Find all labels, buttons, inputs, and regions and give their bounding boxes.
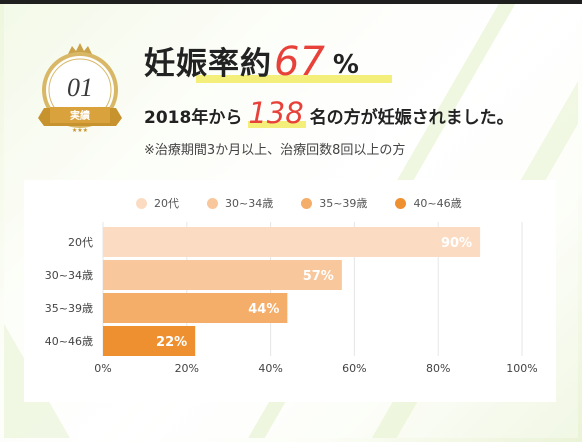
category-label: 20代 bbox=[68, 236, 93, 249]
legend-swatch bbox=[136, 197, 147, 209]
legend-label: 40~46歳 bbox=[413, 197, 462, 210]
legend-label: 30~34歳 bbox=[225, 197, 274, 210]
headline-value: 67 bbox=[274, 39, 325, 85]
subline: 2018年から 138 名の方が妊娠されました。 bbox=[144, 98, 514, 128]
badge-stars: ★★★ bbox=[72, 127, 88, 134]
headline-highlight bbox=[196, 75, 392, 83]
category-label: 35~39歳 bbox=[45, 302, 93, 315]
subline-suffix: 名の方が妊娠されました。 bbox=[309, 108, 514, 128]
x-tick-label: 0% bbox=[94, 362, 111, 375]
x-tick-label: 20% bbox=[175, 362, 199, 375]
legend-item: 40~46歳 bbox=[395, 195, 462, 211]
badge-label: 実績 bbox=[70, 109, 90, 122]
x-tick-label: 80% bbox=[426, 362, 450, 375]
bar-value-label: 57% bbox=[303, 269, 334, 284]
category-label: 40~46歳 bbox=[45, 335, 93, 348]
legend-label: 35~39歳 bbox=[319, 197, 368, 210]
legend-label: 20代 bbox=[154, 197, 179, 210]
headline-unit: % bbox=[332, 50, 359, 80]
subline-count: 138 bbox=[248, 96, 304, 130]
subline-prefix: 2018年から bbox=[144, 108, 243, 128]
legend-item: 20代 bbox=[136, 195, 179, 211]
bar-value-label: 22% bbox=[156, 335, 187, 350]
bar-value-label: 90% bbox=[441, 236, 472, 251]
count-highlight bbox=[248, 121, 306, 128]
x-tick-label: 100% bbox=[506, 362, 537, 375]
chart-panel bbox=[24, 180, 556, 402]
bar-value-label: 44% bbox=[248, 302, 279, 317]
top-border bbox=[0, 0, 582, 4]
category-label: 30~34歳 bbox=[45, 269, 93, 282]
achievement-badge: 01 実績 ★★★ bbox=[38, 43, 122, 134]
legend-swatch bbox=[207, 197, 218, 209]
badge-number: 01 bbox=[67, 73, 93, 102]
headline-prefix: 妊娠率約 bbox=[144, 46, 272, 82]
footnote: ※治療期間3か月以上、治療回数8回以上の方 bbox=[144, 143, 406, 158]
bar bbox=[103, 293, 288, 323]
crown-icon bbox=[68, 43, 92, 54]
legend-swatch bbox=[395, 197, 407, 209]
legend-item: 35~39歳 bbox=[301, 195, 367, 211]
x-tick-label: 40% bbox=[258, 362, 282, 375]
bar bbox=[103, 326, 196, 356]
legend-item: 30~34歳 bbox=[207, 195, 273, 211]
chart-legend: 20代 30~34歳 35~39歳 40~46歳 bbox=[136, 195, 462, 211]
legend-swatch bbox=[301, 197, 313, 209]
bar bbox=[103, 260, 342, 290]
headline: 妊娠率約 67 % bbox=[144, 40, 359, 84]
x-tick-label: 60% bbox=[342, 362, 366, 375]
bar bbox=[103, 227, 481, 257]
